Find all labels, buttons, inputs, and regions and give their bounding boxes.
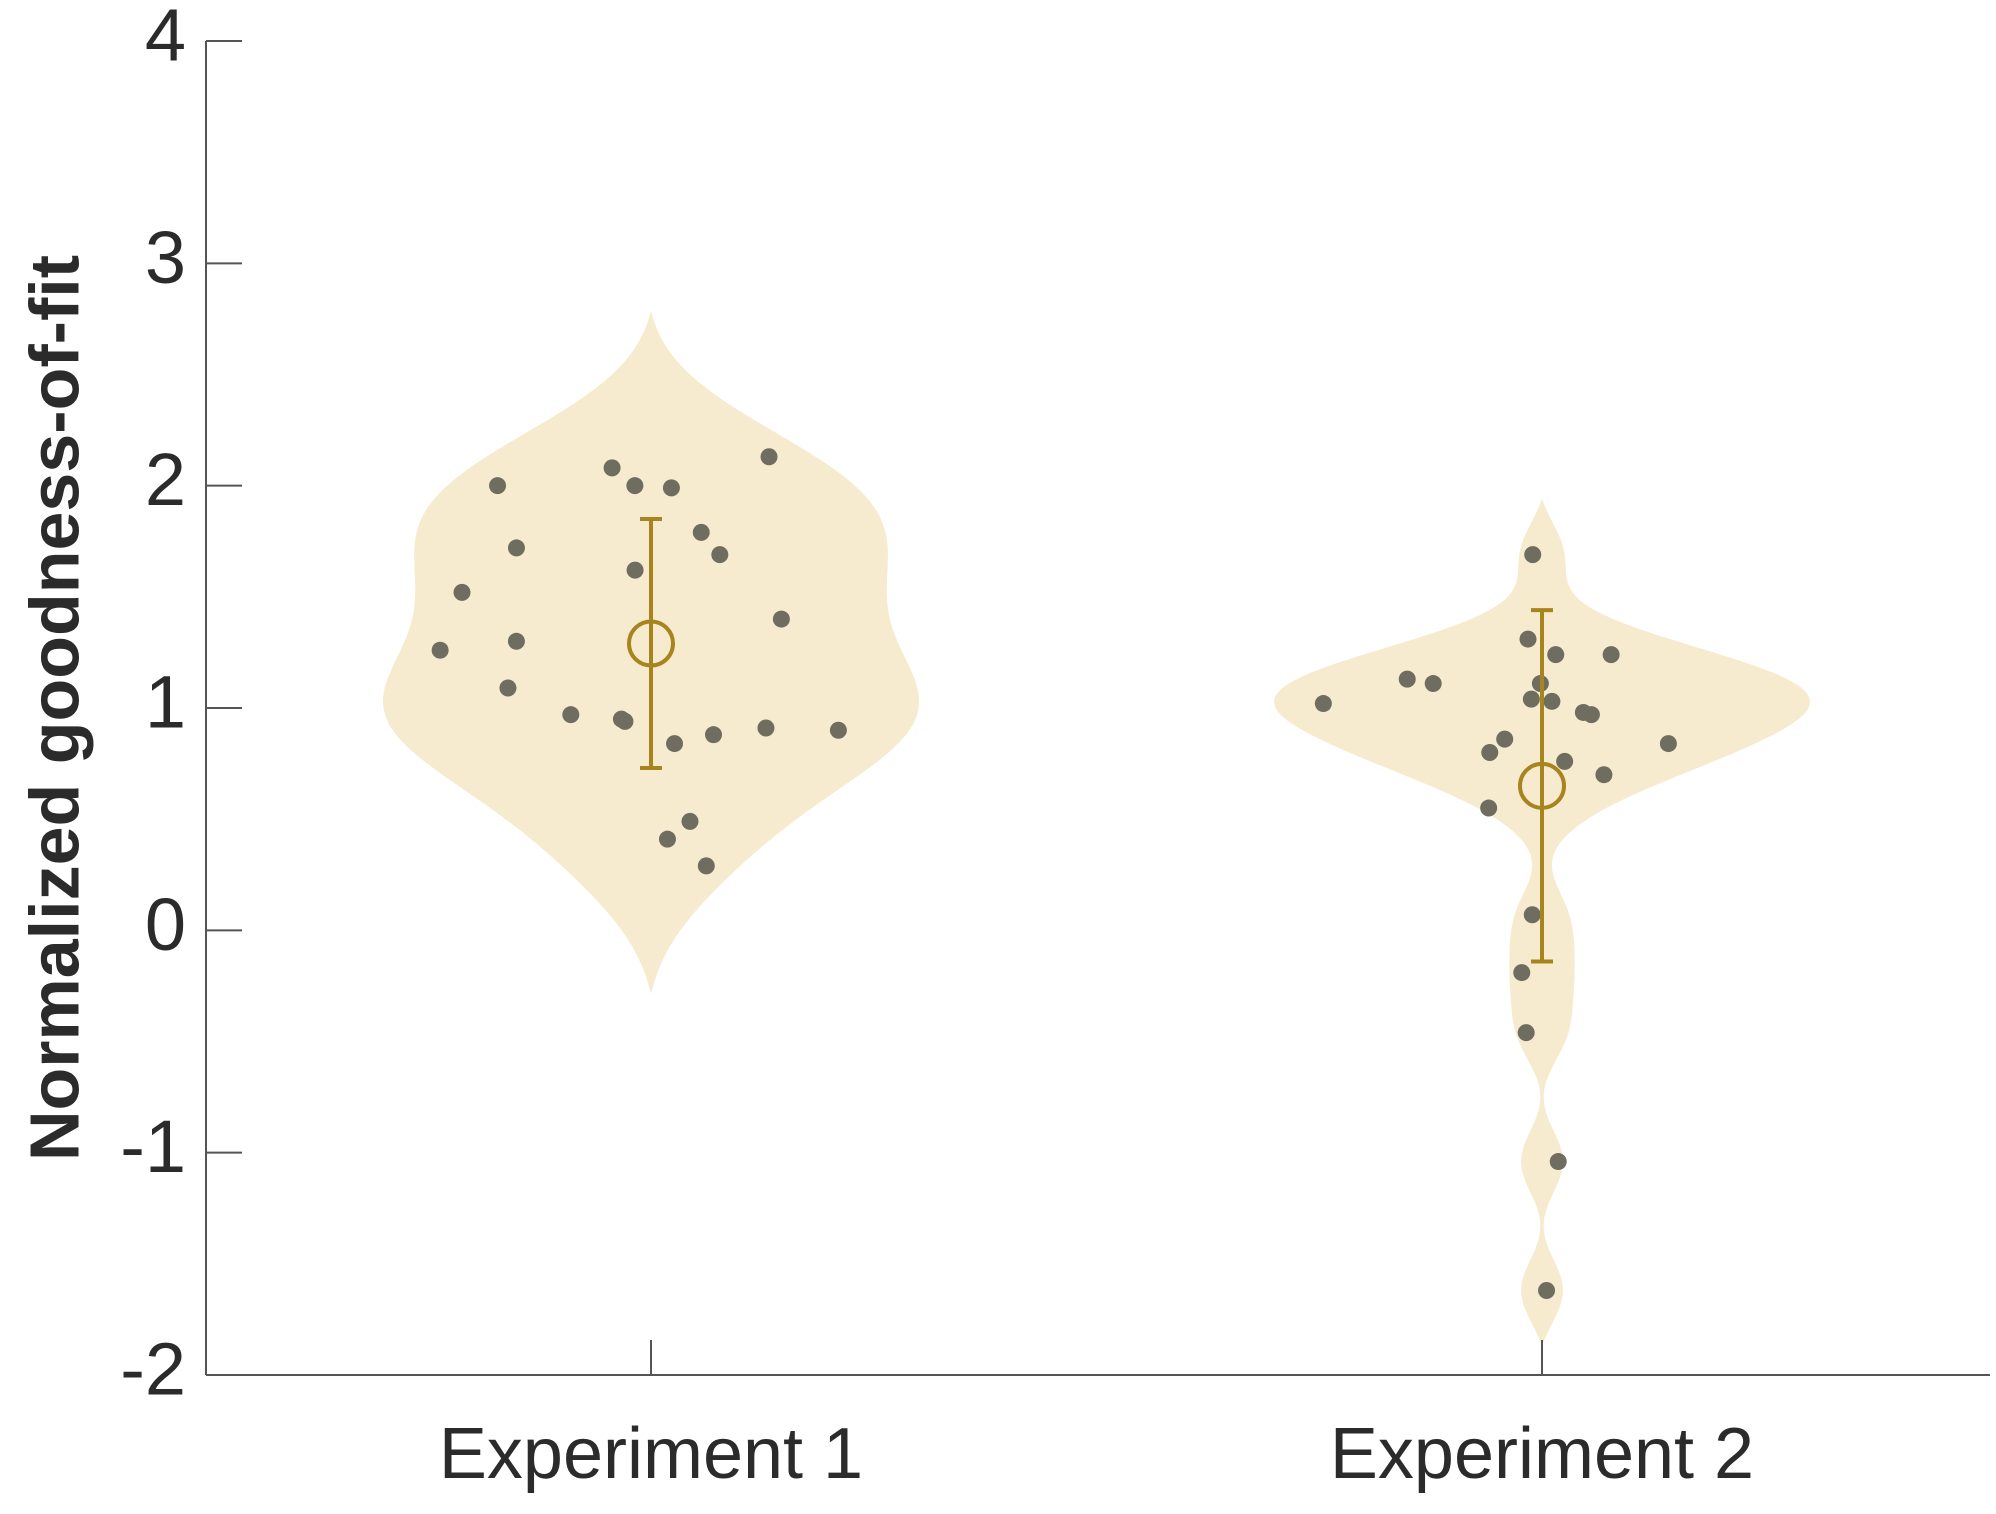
- data-point: [1517, 1024, 1535, 1042]
- data-point: [1556, 752, 1574, 770]
- x-tick-label: Experiment 1: [439, 1414, 863, 1494]
- x-tick-label: Experiment 2: [1330, 1414, 1754, 1494]
- data-point: [1522, 690, 1540, 708]
- data-point: [711, 546, 729, 564]
- data-point: [681, 812, 699, 830]
- data-point: [1659, 735, 1677, 753]
- data-point: [1595, 766, 1613, 784]
- data-point: [1547, 646, 1565, 664]
- data-point: [829, 721, 847, 739]
- data-point: [704, 726, 722, 744]
- data-point: [1513, 964, 1531, 982]
- data-point: [612, 710, 630, 728]
- y-tick-label: -2: [120, 1328, 186, 1411]
- data-point: [662, 479, 680, 497]
- data-point: [431, 641, 449, 659]
- data-point: [1538, 1282, 1556, 1300]
- data-point: [489, 477, 507, 495]
- y-tick-label: 4: [145, 0, 186, 77]
- data-point: [757, 719, 775, 737]
- data-point: [1496, 730, 1514, 748]
- data-point: [1481, 743, 1499, 761]
- y-tick-label: -1: [120, 1105, 186, 1188]
- data-point: [697, 857, 715, 875]
- mean-marker: [627, 619, 675, 668]
- data-point: [658, 830, 676, 848]
- data-point: [453, 583, 471, 601]
- data-point: [626, 477, 644, 495]
- data-point: [1398, 670, 1416, 688]
- data-point: [603, 459, 621, 477]
- data-point: [772, 610, 790, 628]
- data-point: [562, 706, 580, 724]
- y-tick-label: 0: [145, 883, 186, 966]
- data-point: [666, 735, 684, 753]
- mean-marker: [1518, 761, 1566, 810]
- data-point: [760, 448, 778, 466]
- data-point: [1549, 1153, 1567, 1171]
- data-point: [1519, 630, 1537, 648]
- y-tick-label: 2: [145, 438, 186, 521]
- data-point: [1582, 706, 1600, 724]
- data-point: [499, 679, 517, 697]
- data-point: [507, 632, 525, 650]
- data-point: [1524, 546, 1542, 564]
- data-point: [1424, 675, 1442, 693]
- data-point: [1543, 692, 1561, 710]
- data-point: [1480, 799, 1498, 817]
- data-point: [507, 539, 525, 557]
- data-point: [1523, 906, 1541, 924]
- data-point: [1602, 646, 1620, 664]
- y-tick-label: 3: [145, 216, 186, 299]
- data-point: [692, 523, 710, 541]
- y-tick-label: 1: [145, 661, 186, 744]
- data-point: [626, 561, 644, 579]
- data-point: [1314, 695, 1332, 713]
- y-axis-label: Normalized goodness-of-fit: [15, 255, 93, 1161]
